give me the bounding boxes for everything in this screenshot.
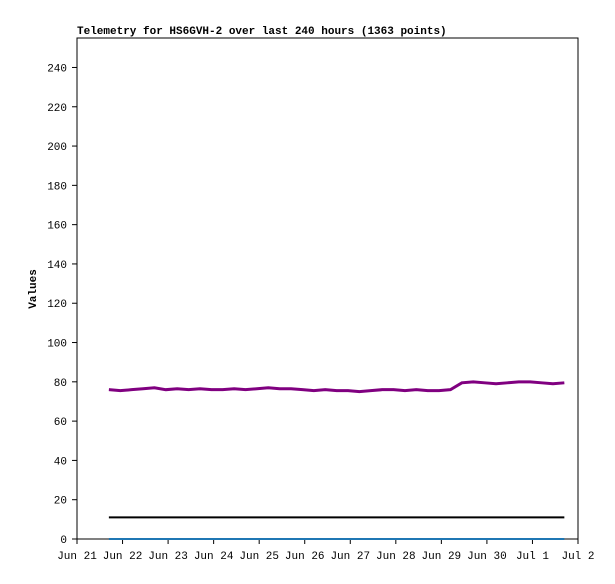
y-tick-label: 140 [47, 260, 67, 272]
y-axis-label: Values [28, 269, 40, 309]
x-tick-label: Jun 28 [376, 551, 416, 563]
y-tick-label: 160 [47, 221, 67, 233]
y-tick-label: 240 [47, 63, 67, 75]
x-tick-label: Jun 21 [57, 551, 97, 563]
x-tick-label: Jun 25 [239, 551, 279, 563]
x-tick-label: Jul 2 [561, 551, 594, 563]
x-tick-label: Jun 23 [148, 551, 188, 563]
chart-title: Telemetry for HS6GVH-2 over last 240 hou… [77, 26, 447, 38]
y-tick-label: 20 [54, 496, 67, 508]
x-tick-label: Jul 1 [516, 551, 549, 563]
y-tick-label: 80 [54, 378, 67, 390]
x-tick-label: Jun 22 [103, 551, 143, 563]
x-tick-label: Jun 26 [285, 551, 325, 563]
y-tick-label: 60 [54, 417, 67, 429]
x-tick-label: Jun 24 [194, 551, 234, 563]
y-tick-label: 100 [47, 339, 67, 351]
x-tick-label: Jun 29 [422, 551, 462, 563]
x-tick-label: Jun 30 [467, 551, 507, 563]
series-line [108, 380, 565, 394]
y-tick-label: 0 [60, 535, 67, 547]
y-tick-label: 180 [47, 181, 67, 193]
x-tick-label: Jun 27 [330, 551, 370, 563]
y-tick-label: 200 [47, 142, 67, 154]
y-tick-label: 120 [47, 299, 67, 311]
y-tick-label: 40 [54, 456, 67, 468]
y-tick-label: 220 [47, 103, 67, 115]
